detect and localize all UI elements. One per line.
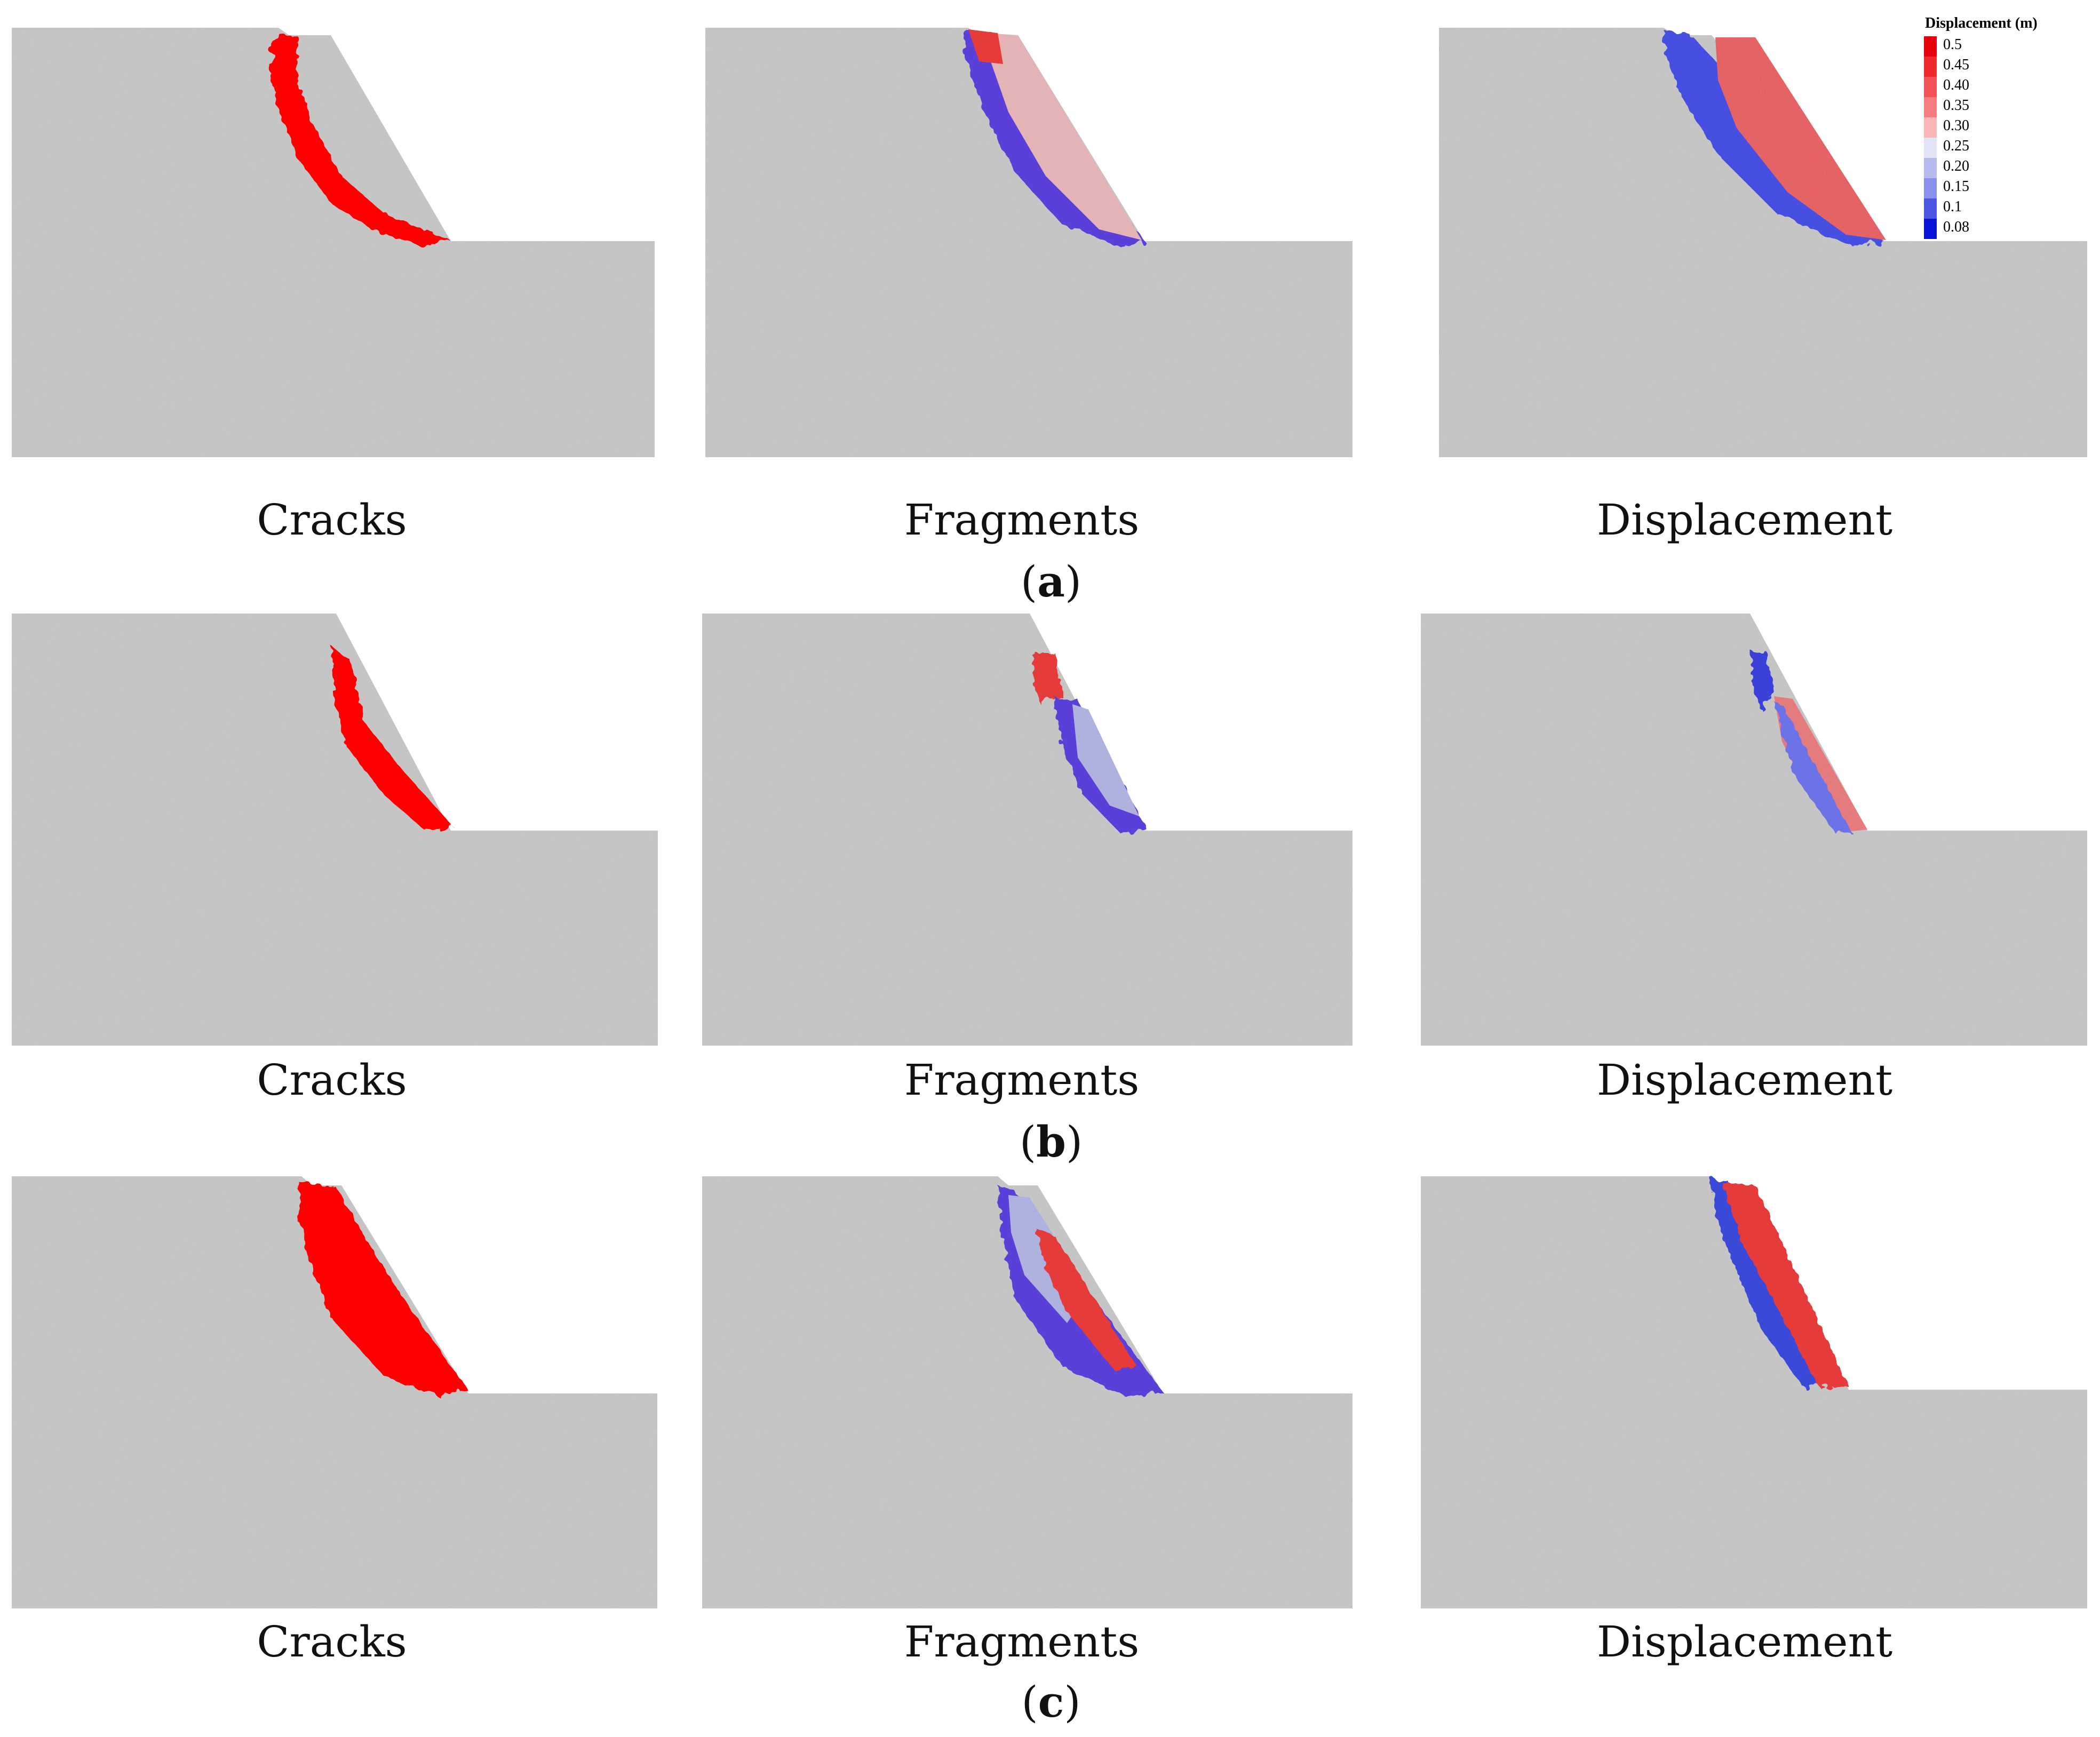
legend-label: 0.35: [1943, 97, 1969, 114]
legend-swatch: [1924, 158, 1937, 178]
slope-model: [1421, 613, 2087, 1046]
sliding-body-pink: [987, 33, 1142, 240]
fragment-lightblue: [1072, 704, 1139, 816]
legend: Displacement (m) 0.5 0.45 0.40 0.35 0.30 0.25…: [1924, 15, 2038, 239]
legend-swatch: [1924, 97, 1937, 117]
legend-swatch: [1924, 57, 1937, 77]
panel-b-fragments: [702, 613, 1353, 1046]
displacement-blue-block: [1751, 651, 1774, 710]
legend-swatch: [1924, 178, 1937, 198]
slope-model: [1421, 1176, 2087, 1608]
legend-swatch: [1924, 36, 1937, 57]
panel-b-displacement: [1421, 613, 2087, 1046]
slope-model: [12, 1176, 657, 1608]
legend-label: 0.40: [1943, 77, 1969, 93]
caption-a-displacement: Displacement: [1596, 495, 1893, 545]
displacement-blue-edge: [1774, 702, 1851, 833]
slope-model: [12, 613, 658, 1046]
displacement-red: [1715, 37, 1886, 240]
caption-b-fragments: Fragments: [904, 1055, 1140, 1105]
legend-swatch: [1924, 198, 1937, 219]
slope-model: [702, 1176, 1353, 1608]
legend-swatch: [1924, 138, 1937, 158]
legend-swatch: [1924, 77, 1937, 97]
panel-a-cracks: [12, 28, 655, 457]
displacement-red-band: [1723, 1183, 1849, 1387]
legend-label: 0.1: [1943, 198, 1962, 215]
panel-label-a: (a): [1020, 556, 1082, 607]
crack-band: [269, 32, 449, 246]
legend-label: 0.45: [1943, 57, 1969, 73]
panel-a-fragments: [705, 28, 1353, 457]
legend-label: 0.30: [1943, 117, 1969, 134]
slope-model: [702, 613, 1353, 1046]
caption-c-displacement: Displacement: [1596, 1617, 1893, 1667]
crack-network: [299, 1182, 470, 1395]
caption-c-cracks: Cracks: [257, 1617, 407, 1667]
legend-label: 0.15: [1943, 178, 1969, 195]
panel-label-c: (c): [1021, 1677, 1081, 1727]
slope-model: [1439, 28, 2087, 457]
legend-title: Displacement (m): [1925, 15, 2038, 31]
caption-b-cracks: Cracks: [257, 1055, 407, 1105]
slope-model: [12, 28, 655, 457]
panel-b-cracks: [12, 613, 658, 1046]
legend-label: 0.5: [1943, 36, 1962, 53]
caption-a-cracks: Cracks: [257, 495, 407, 545]
caption-c-fragments: Fragments: [904, 1617, 1140, 1667]
sliding-body-red-top: [968, 29, 1003, 64]
displacement-band: [1774, 696, 1867, 832]
legend-label: 0.08: [1943, 219, 1969, 235]
panel-c-displacement: [1421, 1176, 2087, 1608]
panel-c-fragments: [702, 1176, 1353, 1608]
crack-band: [333, 648, 454, 832]
panel-a-displacement: [1439, 28, 2087, 457]
panel-c-cracks: [12, 1176, 657, 1608]
legend-label: 0.20: [1943, 158, 1969, 174]
caption-a-fragments: Fragments: [904, 495, 1140, 545]
caption-b-displacement: Displacement: [1596, 1055, 1893, 1105]
legend-label: 0.25: [1943, 138, 1969, 154]
legend-swatch: [1924, 117, 1937, 138]
slope-model: [705, 28, 1353, 457]
panel-label-b: (b): [1019, 1117, 1083, 1167]
fragment-red-band: [1035, 1227, 1136, 1371]
fragment-red-block: [1032, 652, 1062, 704]
legend-swatch: [1924, 219, 1937, 239]
